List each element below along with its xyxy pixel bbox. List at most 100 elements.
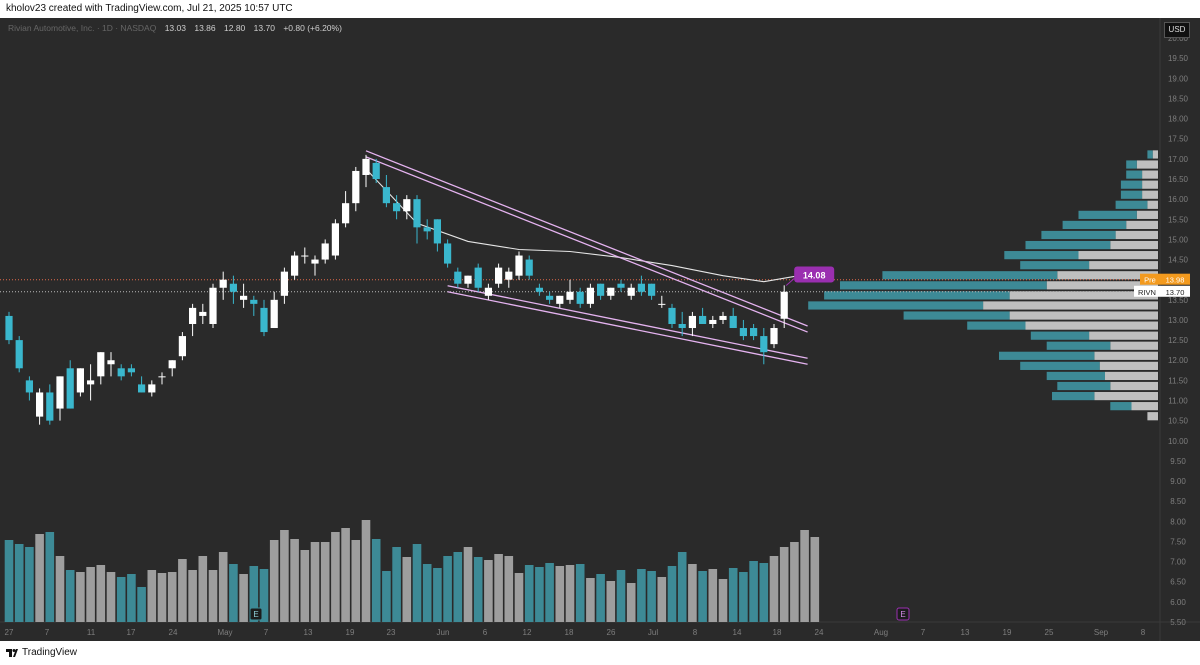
y-tick-label: 8.00 [1170, 517, 1186, 526]
candle-body [423, 227, 431, 232]
volume-profile-row-grey [1094, 391, 1158, 401]
x-tick-label: 7 [45, 628, 50, 637]
symbol-tag-label [1134, 285, 1160, 297]
currency-button[interactable]: USD [1164, 22, 1190, 38]
y-tick-label: 14.50 [1168, 256, 1189, 265]
candle-body [576, 291, 584, 304]
candle-body [148, 384, 156, 393]
price-chart[interactable]: 5.50 6.00 6.50 7.00 7.50 8.00 8.50 9.00 9.50 10.0… [0, 18, 1200, 641]
volume-bar [616, 570, 626, 622]
volume-bar [504, 556, 514, 622]
volume-bar [259, 569, 269, 622]
volume-bar [45, 532, 55, 622]
volume-bar [178, 559, 187, 622]
footer-brand: TradingView [22, 647, 78, 658]
candle-body [25, 380, 33, 393]
volume-bar [698, 571, 707, 622]
volume-bar [667, 566, 677, 622]
volume-bar [473, 557, 483, 622]
falling-wedge-line [447, 291, 808, 365]
volume-bar [249, 566, 259, 622]
volume-bar [208, 570, 218, 622]
candle-body [607, 287, 615, 296]
volume-bar [535, 567, 544, 622]
volume-profile-row-grey [1089, 331, 1158, 340]
volume-bar [402, 557, 412, 622]
volume-profile-row-grey [1136, 160, 1158, 169]
volume-bar [790, 542, 799, 622]
volume-bar [198, 556, 208, 622]
volume-profile-row-grey [1110, 341, 1158, 350]
falling-wedge-line [365, 156, 808, 333]
candle-body [505, 271, 513, 280]
pre-market-tag-label [1140, 273, 1160, 285]
volume-profile-row-grey [1046, 281, 1158, 290]
volume-bar [555, 566, 565, 622]
credit-text: kholov23 created with TradingView.com, J… [6, 3, 293, 14]
legend-open: 13.03 [164, 23, 186, 33]
x-tick-label: 24 [169, 628, 178, 637]
volume-bar [300, 550, 310, 622]
volume-profile-row-teal [1041, 230, 1116, 240]
candle-body [729, 315, 737, 329]
volume-bar [596, 574, 605, 622]
volume-bar [606, 581, 616, 622]
volume-bar [218, 552, 228, 622]
pre-market-label: Pre [1144, 276, 1156, 285]
volume-profile-row-grey [1147, 200, 1158, 209]
legend-close: 13.70 [253, 23, 275, 33]
volume-profile-row-teal [824, 291, 1010, 300]
volume-bar [728, 568, 738, 622]
y-tick-label: 18.50 [1168, 94, 1189, 103]
candle-body [189, 307, 197, 324]
price-axis [1160, 18, 1200, 641]
volume-bar [25, 547, 34, 622]
volume-bar [86, 567, 95, 622]
x-tick-label: 8 [693, 628, 698, 637]
pre-market-value: 13.98 [1166, 276, 1185, 285]
volume-profile-row-teal [1126, 170, 1143, 179]
candle-body [648, 283, 656, 296]
candle-body [291, 255, 299, 276]
y-tick-label: 7.00 [1170, 558, 1186, 567]
volume-bar [137, 587, 146, 622]
candle-body [709, 319, 717, 324]
chart-frame[interactable]: 5.50 6.00 6.50 7.00 7.50 8.00 8.50 9.00 9.50 10.0… [0, 18, 1200, 641]
candle-body [444, 243, 452, 264]
volume-bar [586, 578, 595, 622]
volume-bar [14, 544, 24, 622]
volume-bar [800, 530, 809, 622]
volume-bar [759, 563, 769, 622]
volume-profile-row-teal [1147, 150, 1153, 159]
volume-bar [810, 537, 820, 622]
earnings-marker-label: E [253, 610, 258, 619]
y-tick-label: 6.00 [1170, 598, 1186, 607]
last-price-tag [1160, 285, 1190, 297]
volume-bar [331, 532, 340, 622]
volume-bar [35, 534, 44, 622]
x-tick-label: Jul [648, 628, 658, 637]
candle-body [780, 291, 788, 319]
candle-body [474, 267, 482, 288]
falling-wedge-line [447, 285, 808, 359]
volume-bar [116, 577, 126, 622]
candle-body [87, 380, 95, 385]
volume-profile-row-teal [967, 321, 1026, 330]
volume-profile-row-grey [983, 301, 1158, 310]
credit-bar: kholov23 created with TradingView.com, J… [0, 0, 1200, 18]
volume-profile-row-teal [1020, 361, 1100, 370]
candle-body [546, 295, 554, 300]
candle-body [219, 279, 227, 288]
y-tick-label: 9.00 [1170, 477, 1186, 486]
volume-profile-row-grey [1009, 311, 1158, 320]
y-tick-label: 16.00 [1168, 195, 1189, 204]
volume-bar [361, 520, 371, 622]
volume-profile-row-teal [1110, 402, 1132, 411]
y-tick-label: 11.50 [1168, 376, 1188, 385]
candle-body [658, 303, 666, 305]
volume-profile-row-teal [1078, 210, 1137, 219]
x-tick-label: 8 [1141, 628, 1146, 637]
x-tick-label: 7 [264, 628, 269, 637]
volume-bar [626, 583, 636, 622]
volume-bar [320, 542, 330, 622]
